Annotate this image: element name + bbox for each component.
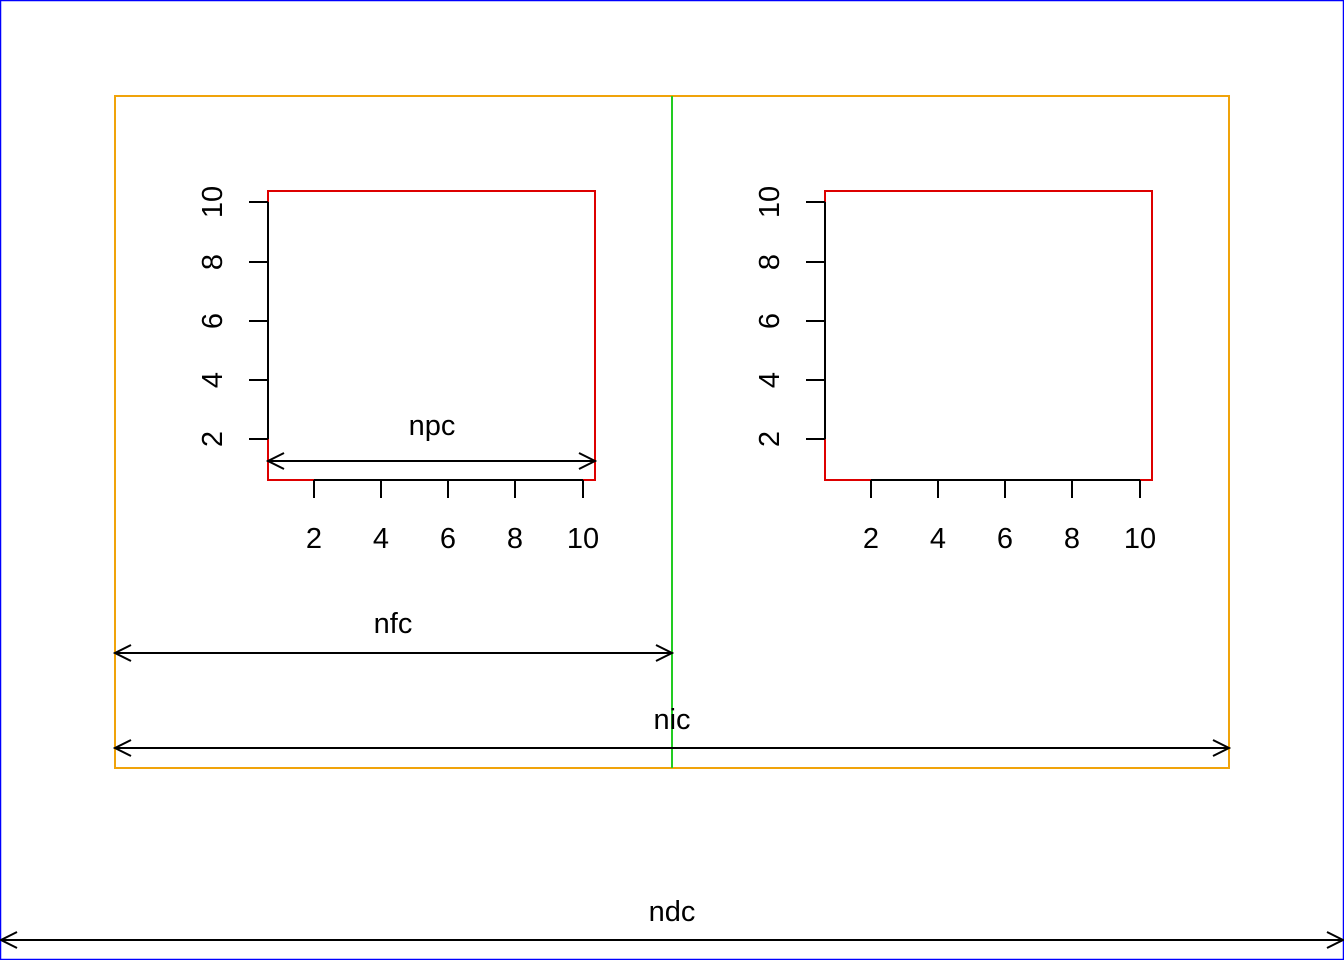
y-tick-label: 6 xyxy=(754,313,786,329)
x-tick-label: 2 xyxy=(306,523,322,555)
x-axis-left: 2 4 6 8 10 xyxy=(306,479,599,555)
x-tick-label: 6 xyxy=(440,523,456,555)
x-tick-label: 6 xyxy=(997,523,1013,555)
x-tick-label: 8 xyxy=(1064,523,1080,555)
y-tick-label: 2 xyxy=(754,431,786,447)
y-tick-label: 10 xyxy=(754,186,786,218)
x-axis-right: 2 4 6 8 10 xyxy=(863,479,1156,555)
ndc-label: ndc xyxy=(649,896,696,928)
x-tick-label: 4 xyxy=(373,523,389,555)
y-tick-label: 4 xyxy=(197,372,229,388)
y-axis-right: 2 4 6 8 10 xyxy=(754,186,826,447)
x-tick-label: 10 xyxy=(567,523,599,555)
x-tick-label: 8 xyxy=(507,523,523,555)
plot-panel-right: 2 4 6 8 10 2 4 6 8 10 xyxy=(754,186,1156,555)
y-tick-label: 8 xyxy=(197,254,229,270)
x-tick-label: 10 xyxy=(1124,523,1156,555)
x-tick-label: 2 xyxy=(863,523,879,555)
y-tick-label: 10 xyxy=(197,186,229,218)
y-axis-left: 2 4 6 8 10 xyxy=(197,186,269,447)
nic-label: nic xyxy=(653,704,690,736)
plot-region-border-right xyxy=(824,190,1153,481)
plot-panel-left: 2 4 6 8 10 2 4 6 8 10 npc xyxy=(197,186,599,555)
y-tick-label: 6 xyxy=(197,313,229,329)
y-tick-label: 4 xyxy=(754,372,786,388)
nfc-label: nfc xyxy=(374,608,413,640)
x-tick-label: 4 xyxy=(930,523,946,555)
npc-label: npc xyxy=(409,410,456,442)
y-tick-label: 8 xyxy=(754,254,786,270)
y-tick-label: 2 xyxy=(197,431,229,447)
